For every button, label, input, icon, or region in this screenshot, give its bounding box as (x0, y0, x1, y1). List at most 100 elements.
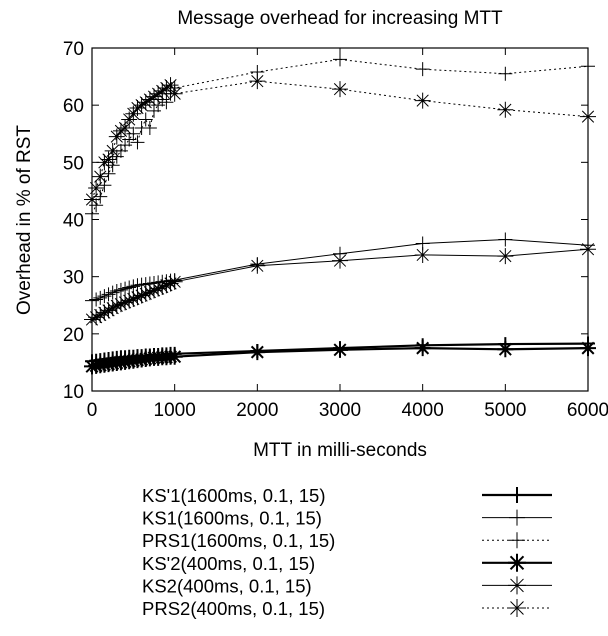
legend-swatch-marker (508, 599, 526, 617)
data-point (109, 149, 124, 164)
data-point (142, 121, 157, 136)
legend-swatch-marker (508, 553, 526, 572)
data-point (249, 73, 266, 90)
x-tick-label: 1000 (154, 400, 196, 421)
data-point (498, 232, 513, 247)
data-point (332, 341, 348, 358)
data-point (133, 97, 150, 114)
data-point (141, 284, 158, 301)
legend-entry: KS2(400ms, 0.1, 15) (142, 575, 552, 596)
plot-area (84, 52, 596, 375)
x-tick-label: 4000 (402, 400, 444, 421)
data-point (109, 283, 124, 298)
legend-entry: KS'1(1600ms, 0.1, 15) (142, 485, 552, 506)
legend-swatch-marker (508, 576, 526, 595)
data-point (147, 103, 161, 118)
data-point (166, 348, 183, 365)
data-point (118, 281, 133, 296)
data-point (497, 248, 514, 265)
y-tick-label: 50 (63, 153, 84, 174)
data-point (158, 277, 175, 294)
legend-label: KS'2(400ms, 0.1, 15) (142, 553, 315, 574)
legend-entry: PRS1(1600ms, 0.1, 15) (142, 530, 552, 551)
data-point (415, 62, 430, 77)
data-point (150, 280, 167, 297)
data-point (88, 309, 105, 326)
y-axis-label: Overhead in % of RST (14, 125, 35, 315)
y-axis-ticks: 10 20 30 40 50 60 70 (63, 39, 588, 403)
data-point (118, 138, 133, 153)
legend-entry: KS'2(400ms, 0.1, 15) (142, 553, 552, 574)
series-6 (84, 73, 596, 208)
series-2 (85, 232, 595, 308)
data-point (92, 306, 109, 323)
series-5 (84, 241, 596, 328)
data-point (497, 341, 514, 358)
series-3 (85, 52, 595, 221)
data-point (122, 280, 137, 295)
data-point (158, 80, 175, 97)
legend-entry: KS1(1600ms, 0.1, 15) (142, 508, 552, 529)
data-point (129, 100, 146, 117)
data-point (414, 340, 431, 357)
data-point (117, 294, 134, 311)
data-point (126, 126, 141, 141)
data-point (166, 273, 183, 290)
data-point (92, 168, 109, 185)
data-point (137, 94, 154, 111)
x-axis-label: MTT in milli-seconds (253, 440, 427, 461)
data-point (121, 292, 138, 309)
legend-label: KS2(400ms, 0.1, 15) (142, 575, 312, 596)
legend-label: KS1(1600ms, 0.1, 15) (142, 508, 322, 529)
data-point (138, 112, 153, 127)
data-point (100, 151, 117, 168)
data-point (130, 135, 145, 150)
data-point (113, 282, 128, 297)
data-point (112, 122, 129, 139)
y-tick-label: 10 (63, 382, 84, 403)
data-point (166, 85, 183, 102)
y-tick-label: 20 (63, 325, 84, 346)
data-point (88, 180, 105, 197)
data-point (133, 287, 150, 304)
data-point (89, 292, 104, 307)
data-point (101, 166, 116, 181)
data-point (249, 257, 266, 274)
data-point (146, 88, 162, 105)
x-axis-ticks: 0 1000 2000 3000 4000 5000 6000 (87, 48, 608, 421)
data-point (117, 120, 134, 137)
data-point (498, 66, 513, 81)
legend-swatch-marker (509, 532, 525, 549)
chart-title: Message overhead for increasing MTT (177, 8, 503, 29)
legend-label: KS'1(1600ms, 0.1, 15) (142, 485, 326, 506)
data-point (104, 300, 121, 317)
data-point (93, 290, 108, 305)
data-point (122, 132, 137, 147)
data-point (112, 296, 129, 313)
x-tick-label: 2000 (236, 400, 278, 421)
series-4 (84, 340, 596, 375)
legend-label: PRS2(400ms, 0.1, 15) (142, 598, 325, 619)
data-point (129, 289, 146, 306)
legend-swatch-marker (509, 509, 525, 526)
data-point (154, 82, 171, 99)
data-point (108, 297, 125, 314)
data-point (332, 252, 348, 269)
data-point (414, 246, 431, 263)
data-point (104, 142, 121, 159)
x-tick-label: 6000 (567, 400, 608, 421)
y-tick-label: 40 (63, 211, 84, 232)
data-point (97, 289, 112, 304)
data-point (332, 81, 348, 98)
data-point (121, 111, 138, 128)
data-point (105, 285, 120, 300)
y-tick-label: 60 (63, 96, 84, 117)
legend-label: PRS1(1600ms, 0.1, 15) (142, 530, 335, 551)
data-point (249, 344, 266, 361)
data-point (141, 91, 158, 108)
data-point (162, 77, 179, 94)
data-point (159, 95, 174, 110)
data-point (414, 92, 431, 109)
data-point (150, 85, 167, 102)
legend-entry: PRS2(400ms, 0.1, 15) (142, 598, 552, 619)
